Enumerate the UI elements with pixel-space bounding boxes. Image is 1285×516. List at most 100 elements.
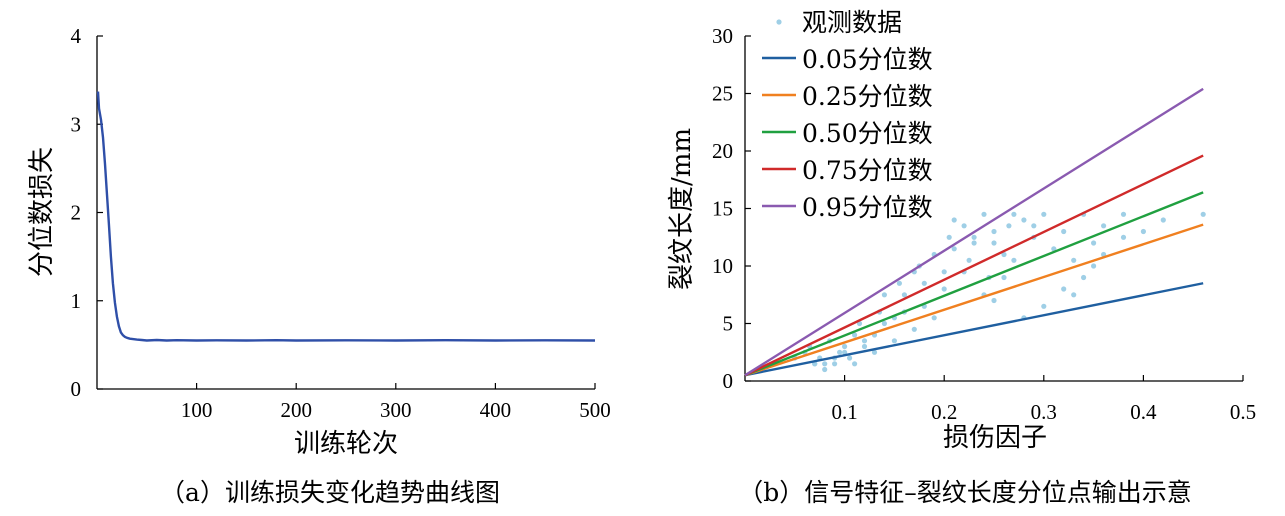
observed-data-point xyxy=(1011,211,1017,217)
right-y-tick-label: 5 xyxy=(723,312,734,336)
right-xlabel: 损伤因子 xyxy=(943,423,1047,453)
legend-scatter-marker xyxy=(776,19,782,25)
left-y-tick-label: 4 xyxy=(71,24,82,48)
observed-data-point xyxy=(991,297,997,304)
legend-label: 0.95分位数 xyxy=(802,193,933,222)
legend-label: 观测数据 xyxy=(802,8,902,37)
observed-data-point xyxy=(832,361,838,367)
observed-data-point xyxy=(961,223,967,229)
quantile-line xyxy=(744,154,1204,377)
observed-data-point xyxy=(951,246,957,252)
left-caption: （a）训练损失变化趋势曲线图 xyxy=(160,478,500,507)
observed-data-point xyxy=(941,269,947,275)
observed-data-point xyxy=(842,343,848,350)
observed-data-point xyxy=(971,240,977,246)
legend: 观测数据 0.05分位数 0.25分位数 0.50分位数 0.75分位数 0.95分位数 xyxy=(762,8,933,222)
observed-data-point xyxy=(951,217,957,223)
right-chart-panel: 0.1 0.2 0.3 0.4 0.5 0 5 10 15 20 25 30 观测数据 0.05分位数 0… xyxy=(667,8,1256,507)
left-y-tick-label: 1 xyxy=(71,289,82,313)
observed-data-point xyxy=(822,366,828,373)
observed-data-point xyxy=(1006,223,1012,229)
observed-data-point xyxy=(1091,240,1097,246)
right-x-tick-label: 0.3 xyxy=(1031,400,1057,424)
right-y-tick-label: 15 xyxy=(712,197,733,221)
observed-data-point xyxy=(1071,292,1077,298)
observed-data-point xyxy=(896,280,903,286)
left-x-tick-label: 100 xyxy=(181,398,213,422)
observed-data-point xyxy=(931,315,937,321)
right-y-tick-label: 10 xyxy=(712,254,733,278)
left-y-tick-label: 3 xyxy=(71,112,82,136)
observed-data-point xyxy=(861,338,868,344)
observed-data-point xyxy=(1041,303,1047,309)
observed-data-point xyxy=(966,257,972,263)
observed-data-point xyxy=(891,338,898,344)
observed-data-point xyxy=(822,361,828,367)
quantile-line xyxy=(744,191,1204,377)
right-x-tick-label: 0.2 xyxy=(931,400,957,424)
observed-data-point xyxy=(911,326,917,332)
observed-data-point xyxy=(861,343,868,350)
observed-data-point xyxy=(881,292,888,298)
observed-data-point xyxy=(991,240,997,246)
observed-data-point xyxy=(971,234,977,240)
left-x-tick-label: 400 xyxy=(480,398,512,422)
observed-data-point xyxy=(921,280,927,286)
observed-data-point xyxy=(837,349,843,355)
right-y-tick-label: 20 xyxy=(712,139,733,163)
observed-data-point xyxy=(1200,211,1206,217)
observed-data-point xyxy=(871,349,878,355)
left-x-tick-label: 200 xyxy=(280,398,312,422)
observed-data-point xyxy=(881,320,888,327)
observed-data-point xyxy=(1081,274,1087,281)
observed-data-point xyxy=(1120,234,1127,240)
observed-data-point xyxy=(1061,228,1067,235)
observed-data-point xyxy=(1071,257,1077,263)
observed-data-point xyxy=(842,349,848,355)
quantile-line xyxy=(744,282,1204,377)
observed-data-point xyxy=(847,355,853,361)
observed-data-point xyxy=(1160,217,1166,223)
right-x-tick-label: 0.1 xyxy=(831,400,857,424)
observed-data-point xyxy=(991,228,997,235)
observed-data-point xyxy=(1001,251,1007,258)
observed-data-point xyxy=(852,361,858,367)
quantile-line xyxy=(744,223,1204,377)
left-ylabel: 分位数损失 xyxy=(27,147,57,277)
legend-label: 0.05分位数 xyxy=(802,45,933,74)
observed-data-point xyxy=(946,234,952,240)
legend-label: 0.50分位数 xyxy=(802,119,933,148)
observed-data-point xyxy=(1041,211,1047,217)
training-loss-line xyxy=(96,91,596,342)
observed-data-point xyxy=(1001,274,1007,281)
observed-data-point xyxy=(941,286,947,292)
left-x-tick-label: 300 xyxy=(380,398,412,422)
legend-label: 0.25分位数 xyxy=(802,82,933,111)
left-x-tick-label: 500 xyxy=(579,398,611,422)
right-x-tick-label: 0.5 xyxy=(1230,400,1256,424)
left-xlabel: 训练轮次 xyxy=(294,429,398,459)
observed-data-point xyxy=(901,292,908,298)
right-caption: （b）信号特征–裂纹长度分位点输出示意 xyxy=(738,478,1192,507)
observed-data-point xyxy=(1120,211,1127,217)
observed-data-point xyxy=(981,211,987,217)
right-y-tick-label: 25 xyxy=(712,82,733,106)
right-x-tick-label: 0.4 xyxy=(1130,400,1157,424)
left-y-tick-label: 0 xyxy=(71,377,82,401)
left-chart-panel: 100 200 300 400 500 0 1 2 3 4 训练轮次 分位数损失 （a）训练损失变… xyxy=(27,24,611,507)
right-ylabel: 裂纹长度/mm xyxy=(667,128,697,290)
observed-data-point xyxy=(1101,223,1107,229)
legend-label: 0.75分位数 xyxy=(802,156,933,185)
observed-data-point xyxy=(852,332,858,338)
quantile-line xyxy=(744,87,1204,377)
observed-data-point xyxy=(1061,286,1067,292)
observed-data-point xyxy=(1051,246,1057,252)
observed-data-point xyxy=(1091,263,1097,269)
right-y-tick-label: 30 xyxy=(712,24,733,48)
right-y-tick-label: 0 xyxy=(723,369,734,393)
left-y-tick-label: 2 xyxy=(71,201,82,225)
observed-data-point xyxy=(1031,223,1037,229)
observed-data-point xyxy=(1140,228,1146,235)
observed-data-point xyxy=(1011,257,1017,263)
